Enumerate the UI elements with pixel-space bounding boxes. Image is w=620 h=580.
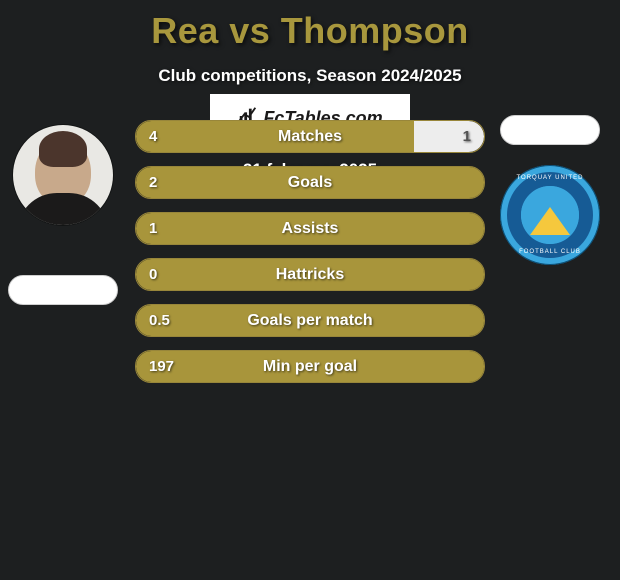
stat-bar: Assists1 [135, 212, 485, 245]
bar-value-left: 0 [149, 259, 157, 290]
stat-bar: Min per goal197 [135, 350, 485, 383]
stat-bar: Matches4 1 [135, 120, 485, 153]
bar-label: Goals per match [136, 305, 484, 336]
stat-bar: Goals2 [135, 166, 485, 199]
stat-bars: Matches41Goals2Assists1Hattricks0Goals p… [135, 120, 485, 396]
opponent-flag-pill [500, 115, 600, 145]
page-subtitle: Club competitions, Season 2024/2025 [0, 66, 620, 86]
stat-bar: Goals per match0.5 [135, 304, 485, 337]
player-flag-pill [8, 275, 118, 305]
player-right-column: TORQUAY UNITED FOOTBALL CLUB [495, 115, 605, 265]
bar-label: Min per goal [136, 351, 484, 382]
badge-bottom-text: FOOTBALL CLUB [500, 249, 600, 255]
club-badge: TORQUAY UNITED FOOTBALL CLUB [500, 165, 600, 265]
player-left-column [8, 125, 118, 305]
bar-label: Hattricks [136, 259, 484, 290]
bar-value-left: 0.5 [149, 305, 170, 336]
bar-label: Goals [136, 167, 484, 198]
badge-top-text: TORQUAY UNITED [500, 175, 600, 181]
bar-label: Matches [136, 121, 484, 152]
page-title: Rea vs Thompson [0, 0, 620, 52]
bar-label: Assists [136, 213, 484, 244]
player-avatar [13, 125, 113, 225]
bar-value-left: 1 [149, 213, 157, 244]
bar-value-right: 1 [463, 121, 471, 152]
stat-bar: Hattricks0 [135, 258, 485, 291]
bar-value-left: 4 [149, 121, 157, 152]
bar-value-left: 197 [149, 351, 174, 382]
bar-value-left: 2 [149, 167, 157, 198]
